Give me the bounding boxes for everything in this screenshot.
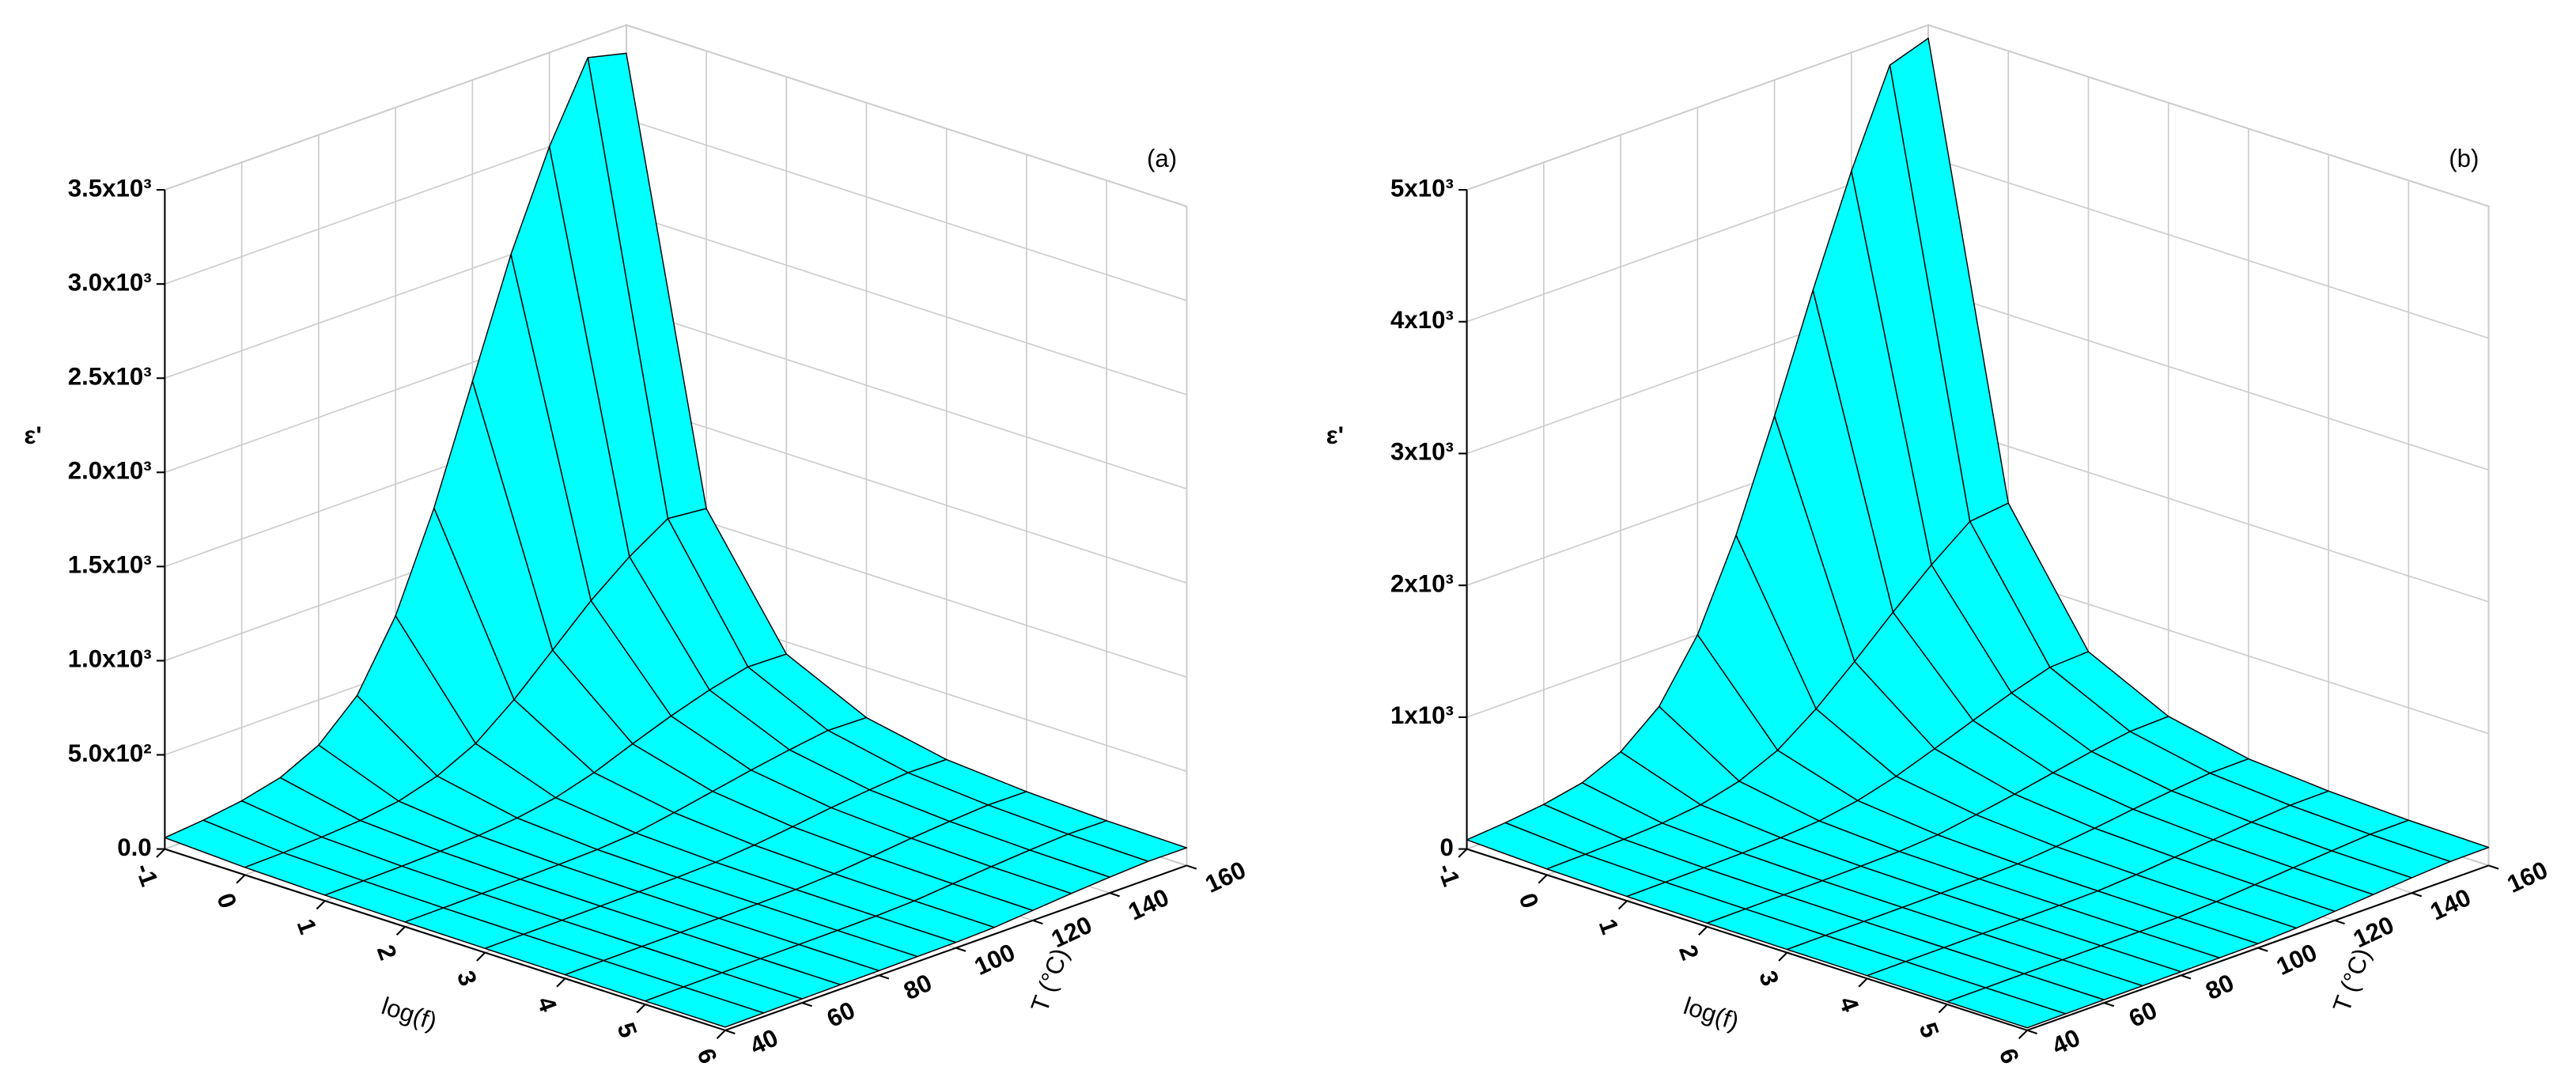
- y-tick-label: 160: [1201, 856, 1250, 898]
- z-tick-label: 2.0x10³: [68, 457, 152, 485]
- y-tick: [1186, 864, 1197, 870]
- z-tick-label: 3.5x10³: [68, 174, 152, 202]
- z-axis-title: ε': [25, 422, 42, 449]
- x-tick: [236, 874, 246, 884]
- y-tick: [2411, 892, 2423, 898]
- y-tick-label: 60: [823, 996, 859, 1033]
- z-tick-label: 3x10³: [1390, 438, 1454, 466]
- y-tick: [1032, 919, 1043, 925]
- y-tick: [724, 1029, 736, 1034]
- z-tick-label: 5.0x10²: [68, 739, 152, 767]
- panel-label: (a): [1147, 145, 1177, 172]
- z-tick-label: 2x10³: [1390, 569, 1454, 597]
- z-tick-label: 0: [1440, 834, 1454, 861]
- x-tick-label: 3: [1753, 967, 1784, 989]
- y-axis-title: T (°C): [1026, 944, 1074, 1015]
- x-tick-label: 6: [1994, 1045, 2025, 1067]
- panel: 0.0 5.0x10² 1.0x10³ 1.5x10³ 2.0x10³ 2.5x10³ 3.…: [25, 24, 1250, 1068]
- y-tick-label: 160: [2503, 856, 2552, 898]
- y-tick-label: 60: [2124, 996, 2161, 1033]
- x-tick-label: 2: [372, 941, 403, 963]
- y-tick: [2026, 1029, 2037, 1034]
- x-tick-label: 0: [211, 890, 242, 912]
- z-tick-label: 3.0x10³: [68, 268, 152, 296]
- x-tick-label: 1: [1594, 915, 1625, 937]
- x-tick: [1617, 900, 1628, 910]
- x-tick-label: -1: [1432, 860, 1466, 890]
- y-tick-label: 40: [2048, 1023, 2084, 1060]
- x-axis-title: log(f): [1680, 992, 1742, 1035]
- x-tick: [156, 848, 166, 858]
- x-tick-label: 5: [1914, 1019, 1945, 1041]
- z-tick-label: 5x10³: [1390, 174, 1454, 202]
- x-tick-label: -1: [130, 860, 163, 890]
- y-tick-label: 80: [899, 969, 936, 1005]
- z-tick-label: 1x10³: [1390, 701, 1454, 729]
- x-tick: [2018, 1030, 2028, 1039]
- y-axis-title: T (°C): [2328, 944, 2376, 1015]
- x-tick-label: 2: [1674, 941, 1704, 963]
- z-tick-label: 4x10³: [1390, 306, 1454, 334]
- x-tick-label: 1: [291, 915, 322, 937]
- surface-patch: [644, 986, 765, 1028]
- y-tick: [879, 974, 890, 980]
- y-tick-label: 100: [970, 938, 1019, 981]
- z-tick-label: 1.5x10³: [68, 551, 152, 579]
- y-tick-label: 80: [2201, 969, 2237, 1005]
- x-axis: [1466, 848, 2028, 1031]
- y-tick: [2488, 864, 2499, 870]
- x-axis: [165, 848, 726, 1031]
- surface-patch: [1946, 987, 2067, 1029]
- x-tick: [1538, 874, 1548, 884]
- x-tick: [716, 1030, 726, 1039]
- y-tick: [1109, 892, 1120, 898]
- x-tick: [316, 900, 326, 910]
- panel-label: (b): [2449, 145, 2479, 172]
- x-axis-title: log(f): [378, 992, 441, 1035]
- x-tick-label: 6: [692, 1045, 723, 1067]
- x-tick-label: 3: [452, 967, 482, 989]
- x-tick: [476, 951, 486, 962]
- x-tick-label: 0: [1513, 890, 1544, 912]
- x-tick: [395, 926, 406, 936]
- x-tick-label: 4: [531, 993, 562, 1016]
- y-tick-label: 140: [2426, 883, 2475, 926]
- y-tick: [801, 1002, 812, 1008]
- y-tick-label: 140: [1124, 883, 1173, 926]
- x-tick: [1698, 926, 1708, 936]
- y-tick: [955, 947, 966, 952]
- y-tick-label: 40: [746, 1023, 782, 1060]
- x-tick-label: 4: [1833, 993, 1864, 1016]
- x-tick: [1458, 848, 1468, 858]
- y-tick: [2104, 1002, 2115, 1008]
- z-tick-label: 1.0x10³: [68, 645, 152, 673]
- x-tick: [556, 977, 566, 988]
- y-tick: [2257, 947, 2268, 952]
- y-tick: [2181, 974, 2192, 980]
- z-axis-title: ε': [1326, 422, 1344, 449]
- y-tick-label: 100: [2272, 938, 2321, 981]
- x-tick: [1938, 1004, 1948, 1014]
- x-tick: [1778, 951, 1788, 962]
- x-tick: [1858, 977, 1868, 988]
- z-tick-label: 0.0: [117, 834, 151, 861]
- y-tick: [2334, 919, 2345, 925]
- x-tick: [636, 1004, 646, 1014]
- x-tick-label: 5: [611, 1019, 642, 1041]
- z-tick-label: 2.5x10³: [68, 362, 152, 390]
